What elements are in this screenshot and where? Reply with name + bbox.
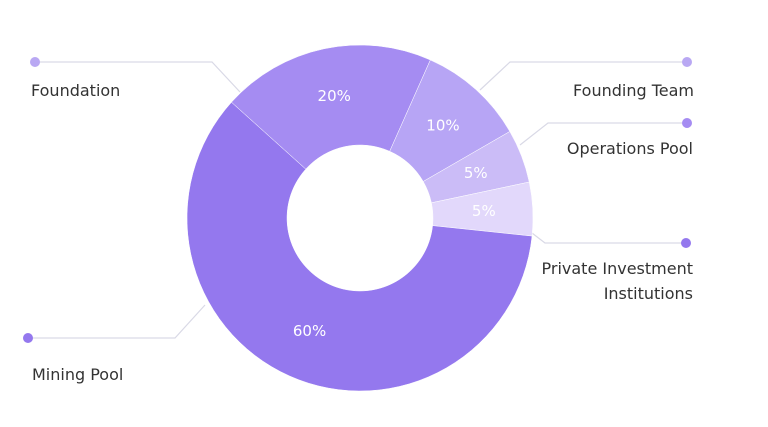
leader-line (479, 61, 687, 91)
value-label: 60% (293, 322, 326, 340)
leader-dot (681, 238, 691, 248)
leader-dot (30, 57, 40, 67)
value-label: 5% (472, 202, 496, 220)
leader-line (28, 304, 206, 339)
slice (186, 101, 533, 392)
leader-dot (682, 57, 692, 67)
legend-label: Foundation (31, 81, 121, 100)
leader-dot (682, 118, 692, 128)
legend-label: Private Investment Institutions (541, 259, 694, 303)
leader-line (519, 122, 687, 146)
legend-label: Mining Pool (32, 365, 124, 384)
leader-line (35, 61, 241, 93)
value-label: 10% (426, 116, 459, 134)
leader-dot (23, 333, 33, 343)
legend-label: Operations Pool (566, 139, 693, 158)
legend-label: Founding Team (573, 81, 694, 100)
leader-line (531, 232, 686, 244)
slice (231, 44, 431, 170)
value-label: 20% (318, 87, 351, 105)
value-label: 5% (464, 164, 488, 182)
